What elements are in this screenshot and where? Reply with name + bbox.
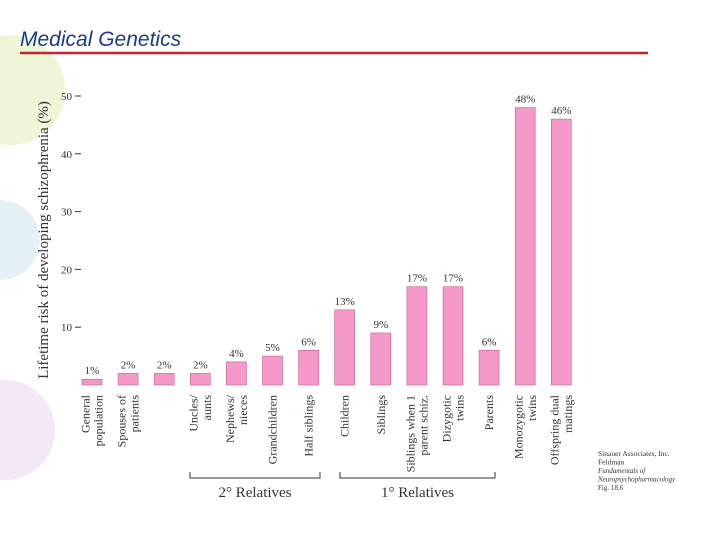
x-tick-label: Parents — [482, 395, 496, 431]
credit: Sinauer Associates, Inc. — [598, 449, 670, 458]
credit: Neuropsychopharmacology — [597, 476, 676, 484]
bar — [153, 373, 175, 386]
decor — [0, 380, 55, 480]
x-tick-label: Monozygotictwins — [512, 395, 539, 459]
value-label: 6% — [482, 336, 497, 348]
bar — [550, 118, 572, 386]
group-bracket — [189, 472, 321, 479]
value-label: 46% — [551, 105, 571, 117]
bar — [226, 361, 247, 386]
bar — [81, 378, 103, 386]
value-label: 2% — [157, 359, 172, 371]
value-label: 9% — [373, 319, 388, 331]
credit: Fig. 18.6 — [598, 484, 624, 492]
bar — [262, 355, 283, 386]
bar — [190, 373, 211, 386]
group-label: 2° Relatives — [218, 485, 291, 501]
value-label: 2% — [121, 359, 136, 371]
bar — [514, 107, 536, 386]
x-tick-label: Generalpopulation — [78, 394, 105, 446]
value-label: 1% — [85, 365, 100, 377]
y-tick-label: 30 — [61, 207, 73, 219]
y-axis-label: Lifetime risk of developing schizophreni… — [36, 101, 52, 379]
y-tick-label: 20 — [61, 264, 73, 276]
bar — [406, 286, 428, 386]
slide-title: Medical Genetics — [20, 28, 182, 51]
y-tick-label: 10 — [61, 322, 73, 334]
group-label: 1° Relatives — [381, 485, 454, 501]
decor — [0, 35, 65, 145]
decor — [0, 200, 40, 280]
value-label: 17% — [407, 273, 427, 285]
bar — [442, 286, 464, 386]
value-label: 2% — [193, 359, 208, 371]
x-tick-label: Siblings when 1parent schiz. — [403, 395, 430, 472]
value-label: 17% — [443, 273, 463, 285]
x-tick-label: Siblings — [374, 395, 388, 435]
x-tick-label: Nephews/nieces — [223, 394, 250, 443]
bar — [298, 350, 319, 386]
value-label: 48% — [515, 94, 535, 106]
x-tick-label: Dizygotictwins — [439, 395, 466, 443]
y-tick-label: 50 — [61, 91, 73, 103]
bar — [334, 309, 356, 386]
x-tick-label: Uncles/aunts — [187, 394, 214, 431]
credit: Feldman — [598, 458, 624, 467]
value-label: 6% — [301, 336, 316, 348]
y-tick-label: 40 — [61, 149, 73, 161]
x-tick-label: Children — [338, 395, 352, 437]
x-tick-label: Spouses ofpatients — [115, 395, 142, 448]
x-tick-label: Offspring dualmatings — [548, 394, 575, 465]
x-tick-label: Half siblings — [302, 395, 316, 457]
bar — [370, 332, 392, 386]
value-label: 4% — [229, 348, 244, 360]
bar — [478, 350, 500, 386]
group-bracket — [339, 472, 496, 479]
bar — [117, 373, 139, 386]
value-label: 5% — [265, 342, 280, 354]
x-tick-label: Grandchildren — [266, 395, 280, 464]
credit: Fundamentals of — [597, 467, 646, 475]
value-label: 13% — [335, 296, 355, 308]
